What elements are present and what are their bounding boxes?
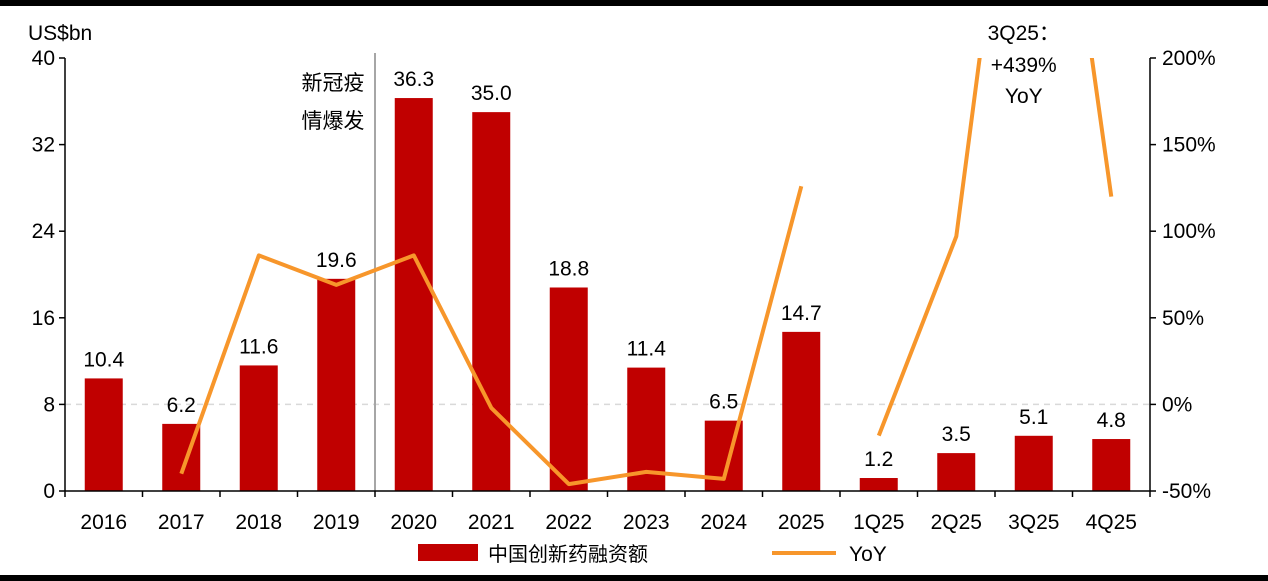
bar-2021 xyxy=(472,112,511,491)
bar-1Q25 xyxy=(859,478,898,491)
bar-label-2Q25: 3.5 xyxy=(942,423,971,446)
bar-label-2016: 10.4 xyxy=(83,348,124,371)
left-tick-label: 24 xyxy=(32,220,56,243)
x-tick-label-2019: 2019 xyxy=(313,511,360,534)
bar-2020 xyxy=(394,98,433,492)
bar-label-1Q25: 1.2 xyxy=(864,448,893,471)
bar-2016 xyxy=(84,378,123,491)
x-tick-label-2Q25: 2Q25 xyxy=(931,511,982,534)
x-tick-label-2022: 2022 xyxy=(545,511,592,534)
x-tick-label-2020: 2020 xyxy=(390,511,437,534)
right-tick-label: 200% xyxy=(1162,47,1216,70)
bar-label-2017: 6.2 xyxy=(167,394,196,417)
left-tick-label: 32 xyxy=(32,134,55,157)
x-tick-label-2021: 2021 xyxy=(468,511,515,534)
right-tick-label: 0% xyxy=(1162,393,1192,416)
bar-2Q25 xyxy=(937,453,976,491)
bar-label-3Q25: 5.1 xyxy=(1019,406,1048,429)
left-tick-label: 8 xyxy=(43,393,55,416)
yoy-callout-line-1: 3Q25： xyxy=(988,22,1060,45)
right-tick-label: 50% xyxy=(1162,307,1204,330)
bar-2019 xyxy=(317,278,356,491)
bar-label-2023: 11.4 xyxy=(627,338,667,361)
x-tick-label-2024: 2024 xyxy=(700,511,747,534)
left-tick-label: 16 xyxy=(32,307,55,330)
covid-note-line-2: 情爆发 xyxy=(302,109,365,133)
x-tick-label-2025: 2025 xyxy=(778,511,825,534)
bar-label-2024: 6.5 xyxy=(709,391,738,414)
x-tick-label-2023: 2023 xyxy=(623,511,670,534)
bar-label-4Q25: 4.8 xyxy=(1097,409,1126,432)
bar-label-2018: 11.6 xyxy=(239,335,278,358)
bar-label-2022: 18.8 xyxy=(548,257,589,280)
bar-4Q25 xyxy=(1092,439,1131,491)
bar-2025 xyxy=(782,331,821,491)
yoy-callout-line-3: YoY xyxy=(1005,85,1043,108)
right-tick-label: 100% xyxy=(1162,220,1216,243)
y-unit-label: US$bn xyxy=(28,22,92,45)
bar-label-2021: 35.0 xyxy=(471,82,512,105)
right-tick-label: 150% xyxy=(1162,134,1216,157)
bar-3Q25 xyxy=(1014,435,1053,491)
left-tick-label: 0 xyxy=(43,480,55,503)
legend-line-label: YoY xyxy=(849,543,887,566)
x-tick-label-4Q25: 4Q25 xyxy=(1086,511,1137,534)
legend-bar-label: 中国创新药融资额 xyxy=(488,542,648,566)
bar-label-2025: 14.7 xyxy=(781,302,822,325)
x-tick-label-1Q25: 1Q25 xyxy=(853,511,904,534)
x-tick-label-2016: 2016 xyxy=(80,511,127,534)
left-tick-label: 40 xyxy=(32,47,55,70)
right-tick-label: -50% xyxy=(1162,480,1211,503)
bar-label-2019: 19.6 xyxy=(316,249,357,272)
x-tick-label-2018: 2018 xyxy=(235,511,282,534)
bar-label-2020: 36.3 xyxy=(393,68,434,91)
x-tick-label-3Q25: 3Q25 xyxy=(1008,511,1059,534)
bar-2022 xyxy=(549,287,588,491)
bar-2018 xyxy=(239,365,278,491)
legend-bar-swatch xyxy=(418,544,478,561)
yoy-line-segment-1 xyxy=(179,185,804,487)
yoy-callout-line-2: +439% xyxy=(991,54,1057,77)
yoy-line-segment-2 xyxy=(876,58,1114,437)
covid-note-line-1: 新冠疫 xyxy=(302,71,365,95)
x-tick-label-2017: 2017 xyxy=(158,511,205,534)
